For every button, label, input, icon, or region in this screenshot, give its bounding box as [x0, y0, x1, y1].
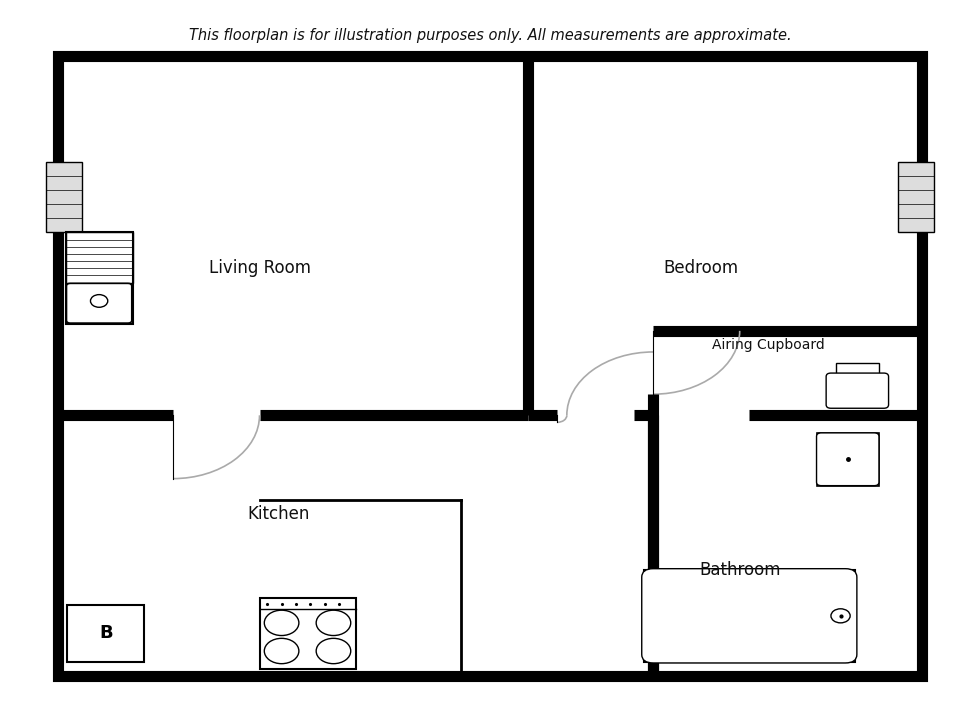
Text: Kitchen: Kitchen	[248, 505, 310, 523]
Circle shape	[831, 609, 851, 623]
FancyBboxPatch shape	[642, 569, 857, 663]
Circle shape	[90, 294, 108, 307]
FancyBboxPatch shape	[826, 373, 889, 409]
Bar	[68, 605, 144, 661]
Bar	[836, 363, 879, 380]
Circle shape	[265, 610, 299, 635]
Bar	[66, 233, 132, 283]
Text: Bathroom: Bathroom	[699, 561, 780, 579]
Circle shape	[317, 638, 351, 663]
Bar	[66, 233, 132, 324]
Text: This floorplan is for illustration purposes only. All measurements are approxima: This floorplan is for illustration purpo…	[189, 28, 791, 43]
Circle shape	[317, 610, 351, 635]
Bar	[899, 162, 934, 233]
Bar	[260, 598, 356, 668]
Text: Living Room: Living Room	[209, 258, 311, 276]
Text: Airing Cupboard: Airing Cupboard	[712, 338, 825, 352]
FancyBboxPatch shape	[67, 284, 131, 323]
Bar	[46, 162, 82, 233]
Text: B: B	[99, 625, 113, 643]
Text: Bedroom: Bedroom	[663, 258, 739, 276]
Bar	[816, 433, 879, 485]
FancyBboxPatch shape	[816, 433, 879, 485]
Bar	[58, 57, 922, 676]
Bar	[644, 570, 855, 661]
Circle shape	[265, 638, 299, 663]
